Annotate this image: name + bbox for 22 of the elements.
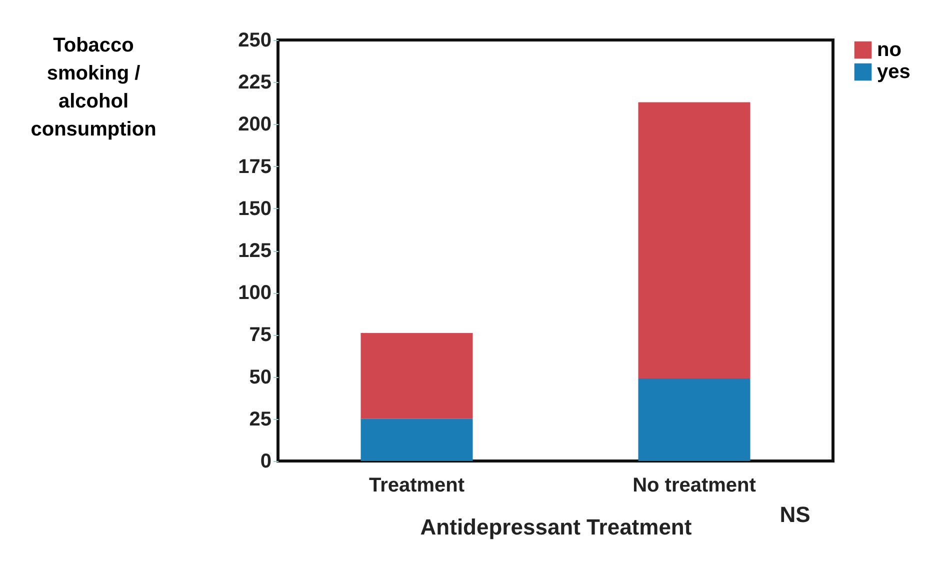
y-tick-label: 50 [249,366,272,388]
y-tick-label: 100 [238,282,272,304]
x-axis-title: Antidepressant Treatment [420,514,692,540]
y-tick-label: 150 [238,198,272,220]
x-tick-label: No treatment [632,474,756,496]
legend-label: yes [877,61,910,83]
bar [638,102,750,378]
bar [638,378,750,461]
bar [360,418,473,461]
x-tick-label: Treatment [368,474,465,496]
y-tick-label: 175 [238,156,272,178]
legend-label: no [877,39,902,61]
y-tick-label: 225 [238,72,272,94]
y-tick-label: 125 [238,240,272,262]
y-axis-title: Tobacco smoking / alcohol consumption [30,34,156,140]
y-tick-label: 250 [238,30,272,52]
y-tick-label: 75 [249,324,272,346]
y-tick-label: 0 [260,450,272,472]
y-tick-label: 25 [249,408,272,430]
y-tick-label: 200 [238,114,272,136]
bar [360,333,473,419]
text: NS [780,502,810,527]
